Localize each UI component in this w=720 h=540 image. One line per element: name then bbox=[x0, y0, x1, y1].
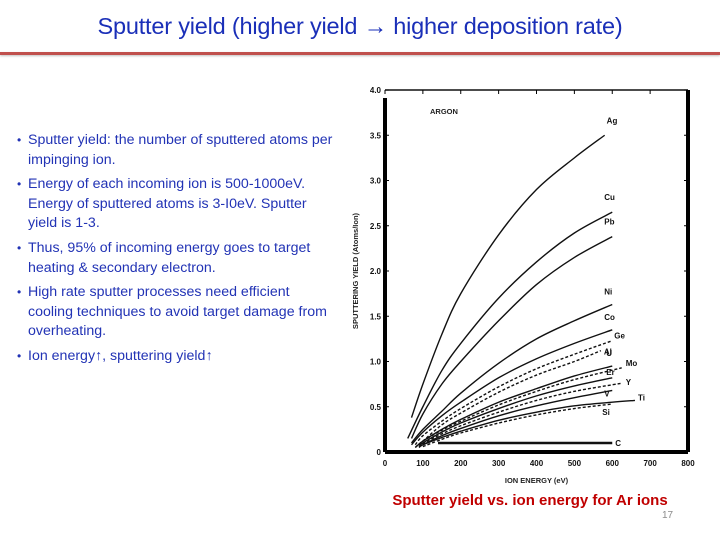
y-tick-label: 2.5 bbox=[370, 222, 382, 231]
curve-label-si: Si bbox=[602, 408, 610, 417]
title-divider bbox=[0, 52, 720, 55]
y-tick-label: 3.0 bbox=[370, 177, 382, 186]
bullet-item: • Thus, 95% of incoming energy goes to ta… bbox=[16, 239, 338, 278]
y-tick-label: 3.5 bbox=[370, 131, 382, 140]
curve-co bbox=[410, 329, 613, 446]
x-tick-label: 500 bbox=[568, 459, 582, 468]
bullet-text: Sputter yield: the number of sputtered a… bbox=[28, 132, 333, 168]
x-tick-label: 800 bbox=[681, 459, 695, 468]
bullet-text: Ion energy↑, sputtering yield↑ bbox=[28, 347, 213, 364]
curve-label-mo: Mo bbox=[626, 359, 638, 368]
figure-caption: Sputter yield vs. ion energy for Ar ions bbox=[392, 492, 668, 509]
y-tick-label: 4.0 bbox=[370, 86, 382, 95]
x-axis-label: ION ENERGY (eV) bbox=[505, 476, 569, 485]
page-number: 17 bbox=[662, 510, 674, 521]
curve-label-v: V bbox=[604, 389, 610, 398]
bullet-icon: • bbox=[17, 177, 22, 192]
y-tick-label: 0 bbox=[377, 448, 382, 457]
bullet-item: • Energy of each incoming ion is 500-1000… bbox=[16, 175, 338, 234]
curve-label-al: Al bbox=[604, 348, 612, 357]
bullet-text: High rate sputter processes need efficie… bbox=[28, 284, 327, 340]
curve-label-c: C bbox=[615, 439, 621, 448]
bullet-item: • High rate sputter processes need effici… bbox=[16, 283, 338, 342]
y-tick-label: 1.5 bbox=[370, 312, 382, 321]
bullet-icon: • bbox=[17, 133, 22, 147]
x-tick-label: 300 bbox=[492, 459, 506, 468]
y-axis-label: SPUTTERING YIELD (Atoms/Ion) bbox=[351, 212, 360, 329]
bullet-icon: • bbox=[17, 240, 22, 255]
curve-label-pb: Pb bbox=[604, 218, 614, 227]
y-tick-label: 2.0 bbox=[370, 267, 382, 276]
curve-label-ag: Ag bbox=[607, 116, 618, 125]
chart-title: ARGON bbox=[430, 107, 458, 116]
curve-label-er: Er bbox=[606, 368, 614, 377]
x-tick-label: 0 bbox=[383, 459, 388, 468]
curve-ag bbox=[410, 134, 606, 418]
curve-y bbox=[418, 382, 622, 448]
curve-label-ti: Ti bbox=[638, 393, 645, 402]
curve-si bbox=[422, 403, 613, 448]
x-tick-label: 100 bbox=[416, 459, 430, 468]
curve-mo bbox=[414, 367, 622, 449]
bullet-icon: • bbox=[17, 285, 22, 300]
x-tick-label: 700 bbox=[643, 459, 657, 468]
bullet-text: Energy of each incoming ion is 500-1000e… bbox=[28, 176, 307, 232]
curve-ge bbox=[414, 340, 613, 446]
x-tick-label: 400 bbox=[530, 459, 544, 468]
curve-ni bbox=[410, 303, 613, 444]
x-tick-label: 600 bbox=[606, 459, 620, 468]
curve-label-y: Y bbox=[626, 378, 632, 387]
curve-label-co: Co bbox=[604, 313, 615, 322]
curve-ti bbox=[422, 399, 636, 446]
chart-canvas: 0 0.5 1.0 1.5 2.0 2.5 3.0 3.5 4.0 0 100 200 300 400 50… bbox=[351, 86, 695, 485]
y-tick-label: 1.0 bbox=[370, 358, 382, 367]
curve-label-ge: Ge bbox=[614, 332, 625, 341]
sputter-yield-chart: 0 0.5 1.0 1.5 2.0 2.5 3.0 3.5 4.0 0 100 200 300 400 50… bbox=[340, 80, 710, 490]
curve-label-cu: Cu bbox=[604, 193, 615, 202]
curve-cu bbox=[407, 211, 613, 439]
bullet-icon: • bbox=[17, 348, 22, 363]
curve-er bbox=[418, 377, 613, 448]
y-tick-label: 0.5 bbox=[370, 403, 382, 412]
slide-title: Sputter yield (higher yield → higher dep… bbox=[97, 13, 623, 39]
bullet-list: • Sputter yield: the number of sputtered … bbox=[16, 131, 338, 372]
x-tick-label: 200 bbox=[454, 459, 468, 468]
bullet-item: • Sputter yield: the number of sputtered … bbox=[16, 131, 338, 170]
curve-label-ni: Ni bbox=[604, 287, 612, 296]
curve-label-u: U bbox=[606, 349, 612, 358]
bullet-text: Thus, 95% of incoming energy goes to tar… bbox=[28, 239, 311, 276]
bullet-item: • Ion energy↑, sputtering yield↑ bbox=[16, 347, 338, 367]
curve-pb bbox=[410, 235, 613, 439]
